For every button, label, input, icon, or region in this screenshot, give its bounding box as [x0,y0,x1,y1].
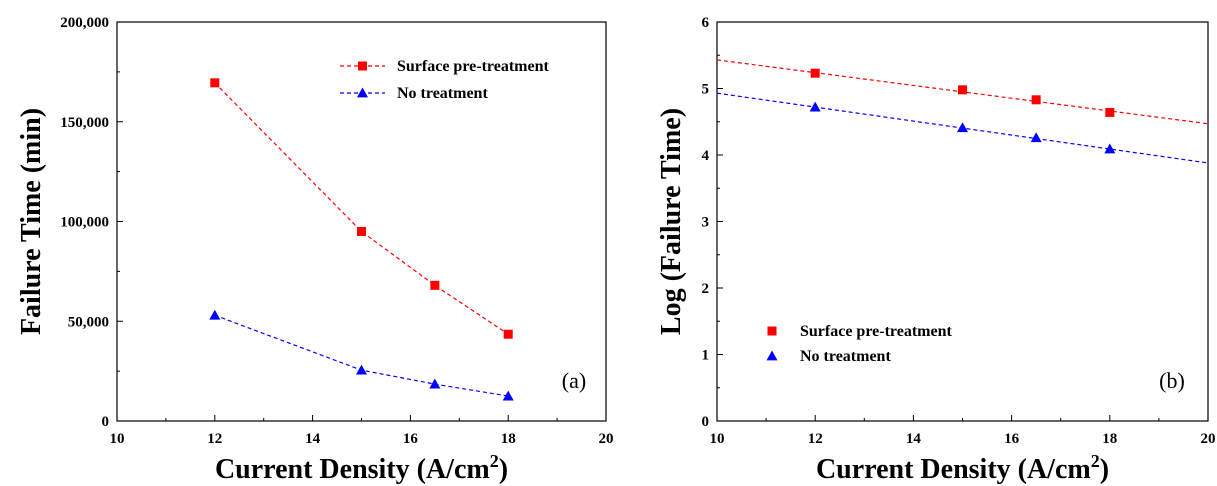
x-axis-title-superscript: 2 [1091,451,1100,471]
x-tick-label: 14 [305,431,321,447]
y-tick-label: 6 [702,15,710,31]
y-tick-label: 2 [702,281,710,297]
x-axis-title-tail: ) [499,454,508,485]
data-point [430,280,440,290]
data-point [209,309,221,320]
x-tick-label: 10 [110,431,125,447]
y-tick-label: 200,000 [60,15,109,31]
legend-entry: No treatment [340,85,488,102]
y-tick-label: 150,000 [60,115,109,131]
data-point [357,226,366,236]
y-tick-label: 0 [102,414,110,430]
data-point [810,68,820,78]
x-axis-title-main: Current Density (A/cm [215,454,490,485]
x-tick-label: 14 [906,431,922,447]
x-axis-title: Current Density (A/cm2) [816,451,1109,485]
data-point [356,364,367,375]
x-tick-label: 16 [1004,431,1020,447]
series-line [214,314,509,397]
series-1 [209,309,514,401]
data-point [502,390,514,401]
y-tick-label: 5 [702,82,710,98]
y-tick-label: 4 [702,148,710,164]
legend-marker [767,326,777,336]
y-axis-title: Log (Failure Time) [656,108,687,335]
x-tick-label: 20 [599,431,614,447]
series-1 [716,92,1209,164]
data-point [1104,143,1116,154]
legend-label: Surface pre-treatment [397,58,549,75]
legend-marker [766,350,778,361]
plot-frame [116,21,607,422]
legend-entry: Surface pre-treatment [340,58,549,75]
legend-label: No treatment [397,85,488,102]
y-tick-label: 3 [702,215,710,231]
x-axis-title: Current Density (A/cm2) [215,451,508,485]
series-0 [716,59,1209,125]
x-tick-label: 12 [808,431,823,447]
legend-label: No treatment [800,348,891,365]
y-tick-label: 50,000 [68,314,109,330]
data-point [210,78,220,88]
legend-label: Surface pre-treatment [800,323,952,340]
y-axis-title: Failure Time (min) [16,108,47,335]
y-tick-label: 100,000 [60,215,109,231]
plot-frame [716,21,1209,422]
x-tick-label: 20 [1201,431,1216,447]
y-tick-label: 0 [702,414,710,430]
data-point [809,101,821,112]
x-axis-title-superscript: 2 [490,451,499,471]
x-axis-title-main: Current Density (A/cm [816,454,1091,485]
x-tick-label: 16 [403,431,419,447]
y-tick-label: 1 [702,348,710,364]
data-point [958,85,967,95]
x-axis-title-tail: ) [1100,454,1109,485]
legend-marker [357,87,368,98]
series-line [214,82,509,335]
data-point [1105,107,1115,117]
data-point [429,378,441,389]
series-0 [210,78,513,339]
data-point [1031,95,1041,105]
x-tick-label: 10 [710,431,725,447]
legend-entry: Surface pre-treatment [767,323,952,340]
x-tick-label: 12 [207,431,222,447]
legend-marker [358,61,367,71]
data-point [503,329,513,339]
data-point [1030,132,1042,143]
panel-label: (b) [1159,368,1185,393]
x-tick-label: 18 [501,431,516,447]
chart-panel-a: 10 12 14 16 18 20 0 50,000 100,000 150,000 200,000… [16,15,614,485]
legend-entry: No treatment [766,348,891,365]
panel-label: (a) [562,368,586,393]
data-point [957,122,968,133]
x-tick-label: 18 [1102,431,1117,447]
